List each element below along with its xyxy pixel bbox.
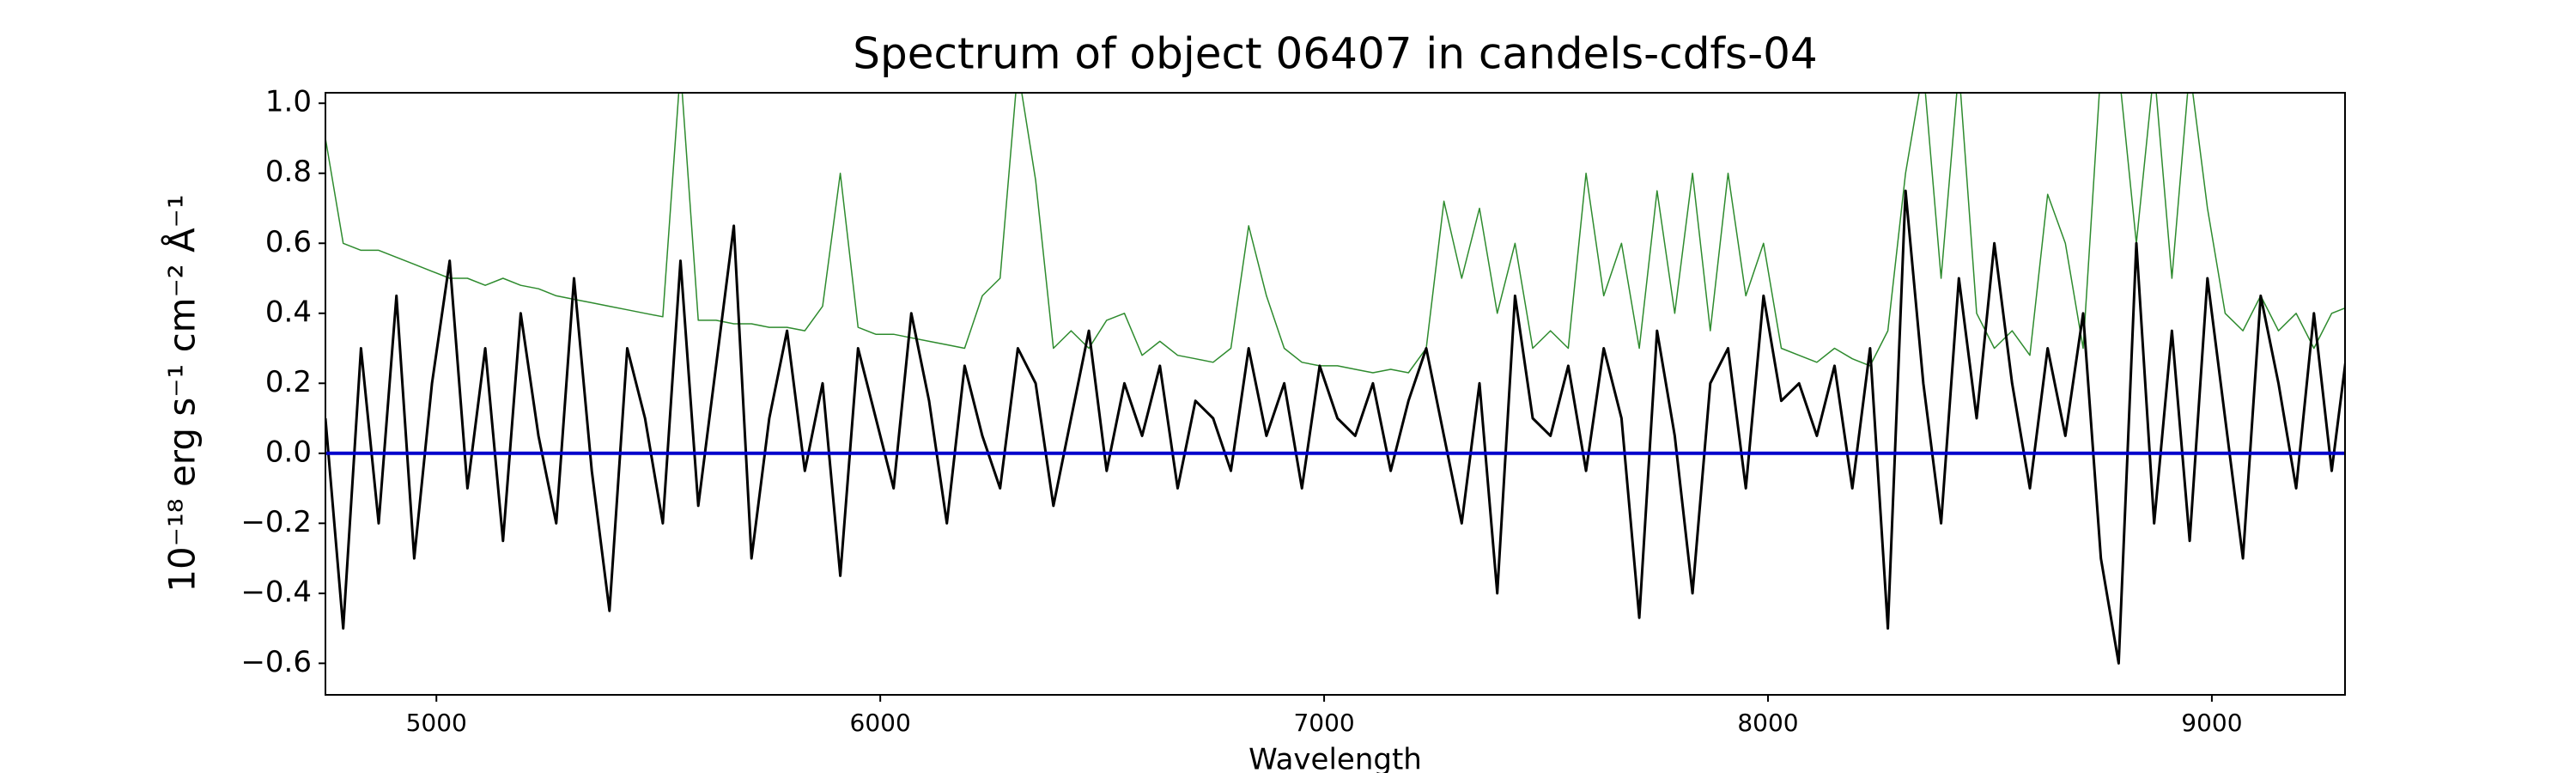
x-tick-label: 8000 bbox=[1737, 709, 1798, 737]
y-tick-label: −0.2 bbox=[240, 505, 312, 539]
x-tick-label: 5000 bbox=[406, 709, 467, 737]
y-tick-label: 1.0 bbox=[265, 85, 312, 119]
y-tick-label: 0.4 bbox=[265, 295, 312, 329]
y-tick-label: 0.6 bbox=[265, 225, 312, 259]
spectrum-line bbox=[325, 93, 2345, 374]
x-axis-label: Wavelength bbox=[1249, 743, 1422, 773]
x-tick-label: 7000 bbox=[1293, 709, 1354, 737]
y-tick-label: 0.0 bbox=[265, 435, 312, 469]
y-axis-label: 10⁻¹⁸ erg s⁻¹ cm⁻² Å⁻¹ bbox=[161, 194, 204, 592]
y-tick-label: −0.4 bbox=[240, 575, 312, 609]
axes-frame bbox=[325, 92, 2346, 696]
y-tick-label: 0.8 bbox=[265, 155, 312, 189]
x-tick-label: 9000 bbox=[2181, 709, 2242, 737]
chart-title: Spectrum of object 06407 in candels-cdfs… bbox=[853, 29, 1818, 79]
x-tick-label: 6000 bbox=[850, 709, 911, 737]
y-tick-label: −0.6 bbox=[240, 645, 312, 679]
y-tick-label: 0.2 bbox=[265, 365, 312, 399]
plot-area bbox=[325, 93, 2345, 665]
spectrum-line bbox=[325, 189, 2345, 665]
